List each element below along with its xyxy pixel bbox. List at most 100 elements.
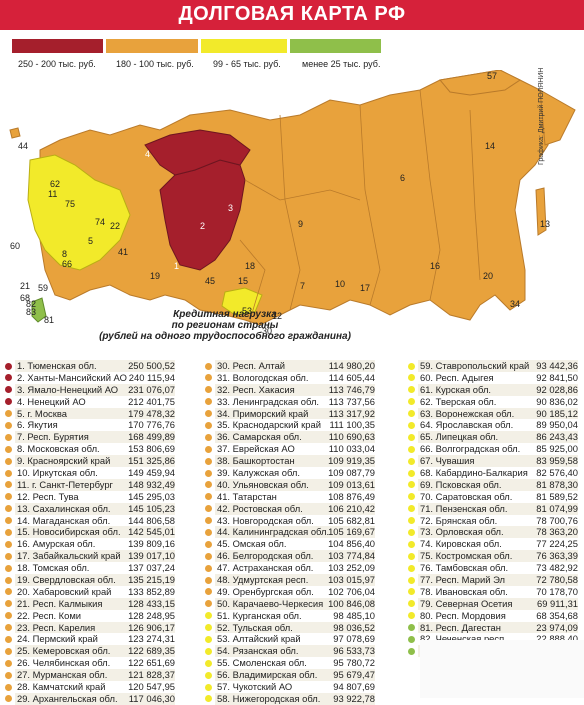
- ranking-row: 15. Новосибирская обл. 142 545,01: [5, 526, 175, 539]
- region-name: 10. Иркутская обл.: [17, 467, 98, 479]
- region-name: 69. Псковская обл.: [420, 478, 502, 490]
- region-name: 25. Кемеровская обл.: [17, 645, 111, 657]
- map-region-number: 83: [26, 307, 36, 317]
- region-name: 4. Ненецкий АО: [17, 395, 86, 407]
- category-dot: [5, 493, 12, 501]
- region-value: 145 105,23: [128, 502, 175, 514]
- region-name: 31. Вологодская обл.: [217, 371, 309, 383]
- region-name: 43. Новгородская обл.: [217, 514, 314, 526]
- map-region-yellow-west: [27, 154, 131, 271]
- region-value: 82 576,40: [536, 467, 578, 479]
- region-name: 14. Магаданская обл.: [17, 514, 111, 526]
- region-name: 75. Костромская обл.: [420, 550, 513, 562]
- region-name: 8. Московская обл.: [17, 443, 100, 455]
- category-dot: [408, 635, 415, 643]
- map-region-number: 12: [272, 311, 282, 321]
- region-value: 168 499,89: [128, 431, 175, 443]
- category-dot: [5, 576, 12, 584]
- category-dot: [205, 398, 212, 406]
- ranking-row: 79. Северная Осетия 69 911,31: [408, 597, 578, 610]
- region-name: 21. Респ. Калмыкия: [17, 597, 103, 609]
- category-dot: [205, 659, 212, 667]
- ranking-row: 66. Волгоградская обл. 85 925,00: [408, 443, 578, 455]
- map-region-number: 7: [300, 281, 305, 291]
- category-dot: [205, 374, 212, 382]
- region-value: 114 980,20: [328, 360, 375, 371]
- region-name: 11. г. Санкт-Петербург: [17, 478, 113, 490]
- region-name: 3. Ямало-Ненецкий АО: [17, 383, 119, 395]
- region-value: 68 354,68: [536, 609, 578, 621]
- ranking-row: 82. Чеченская респ. 22 888,40: [408, 633, 578, 645]
- ranking-row: 49. Оренбургская обл. 102 706,04: [205, 586, 375, 598]
- ranking-row: 50. Карачаево-Черкесия 100 846,08: [205, 597, 375, 610]
- ranking-row: 59. Ставропольский край 93 442,36: [408, 360, 578, 372]
- row-background: [215, 360, 375, 372]
- region-name: 46. Белгородская обл.: [217, 550, 314, 562]
- ranking-row: 14. Магаданская обл. 144 806,58: [5, 515, 175, 527]
- ranking-row: 75. Костромская обл. 76 363,39: [408, 550, 578, 563]
- category-dot: [5, 647, 12, 655]
- category-dot: [408, 505, 415, 513]
- ranking-row: 6. Якутия 170 776,76: [5, 419, 175, 431]
- category-dot: [205, 552, 212, 560]
- row-background: [15, 526, 175, 539]
- category-dot: [5, 386, 12, 394]
- ranking-row: 27. Мурманская обл. 121 828,37: [5, 669, 175, 682]
- category-dot: [5, 624, 12, 632]
- ranking-column-2: 30. Респ. Алтай 114 980,20 31. Вологодская…: [205, 360, 375, 705]
- ranking-row: 60. Респ. Адыгея 92 841,50: [408, 372, 578, 384]
- category-dot: [5, 659, 12, 667]
- category-dot: [5, 552, 12, 560]
- row-background: [15, 431, 175, 444]
- category-dot: [205, 588, 212, 596]
- row-background: [15, 478, 175, 491]
- region-name: 66. Волгоградская обл.: [420, 443, 521, 455]
- region-name: 28. Камчатский край: [17, 681, 106, 693]
- legend-label-250-200: 250 - 200 тыс. руб.: [18, 59, 96, 69]
- region-value: 144 806,58: [128, 514, 175, 526]
- region-value: 98 036,52: [333, 621, 375, 633]
- region-value: 120 547,95: [128, 681, 175, 693]
- region-value: 151 325,86: [128, 455, 175, 467]
- map-region-number: 30: [262, 326, 272, 336]
- category-dot: [205, 635, 212, 643]
- region-name: 54. Рязанская обл.: [217, 645, 299, 657]
- region-value: 139 017,10: [128, 550, 175, 562]
- region-value: 89 950,04: [536, 419, 578, 431]
- ranking-row: 22. Респ. Коми 128 248,95: [5, 610, 175, 622]
- category-dot: [5, 588, 12, 596]
- map-region-red-yamal: [144, 129, 251, 176]
- region-name: 18. Томская обл.: [17, 562, 90, 574]
- region-name: 29. Архангельская обл.: [17, 692, 118, 704]
- region-name: 40. Ульяновская обл.: [217, 478, 309, 490]
- map-region-number: 2: [200, 221, 205, 231]
- category-dot: [5, 421, 12, 429]
- region-name: 53. Алтайский край: [217, 633, 301, 645]
- region-value: 122 651,69: [128, 657, 175, 669]
- ranking-row: 68. Кабардино-Балкария 82 576,40: [408, 467, 578, 479]
- category-dot: [205, 433, 212, 441]
- region-value: 81 074,99: [536, 502, 578, 514]
- legend-swatch-180-100: [106, 39, 198, 53]
- region-name: 32. Респ. Хакасия: [217, 383, 295, 395]
- region-value: 78 363,20: [536, 526, 578, 538]
- region-name: 24. Пермский край: [17, 633, 98, 645]
- category-dot: [5, 457, 12, 465]
- region-name: 41. Татарстан: [217, 490, 277, 502]
- region-value: 95 780,72: [333, 657, 375, 669]
- ranking-row: 2. Ханты-Мансийский АО 240 115,94: [5, 372, 175, 384]
- region-value: 98 485,10: [333, 609, 375, 621]
- region-value: 128 433,15: [128, 597, 175, 609]
- row-background: [418, 574, 578, 586]
- category-dot: [408, 647, 415, 655]
- category-dot: [408, 540, 415, 548]
- region-value: 122 689,35: [128, 645, 175, 657]
- category-dot: [205, 362, 212, 370]
- region-name: 22. Респ. Коми: [17, 609, 82, 621]
- legend-swatch-under-25: [290, 39, 381, 53]
- row-background: [15, 360, 175, 372]
- category-dot: [408, 588, 415, 596]
- ranking-row: 42. Ростовская обл. 106 210,42: [205, 502, 375, 515]
- region-name: 70. Саратовская обл.: [420, 490, 513, 502]
- category-dot: [408, 612, 415, 620]
